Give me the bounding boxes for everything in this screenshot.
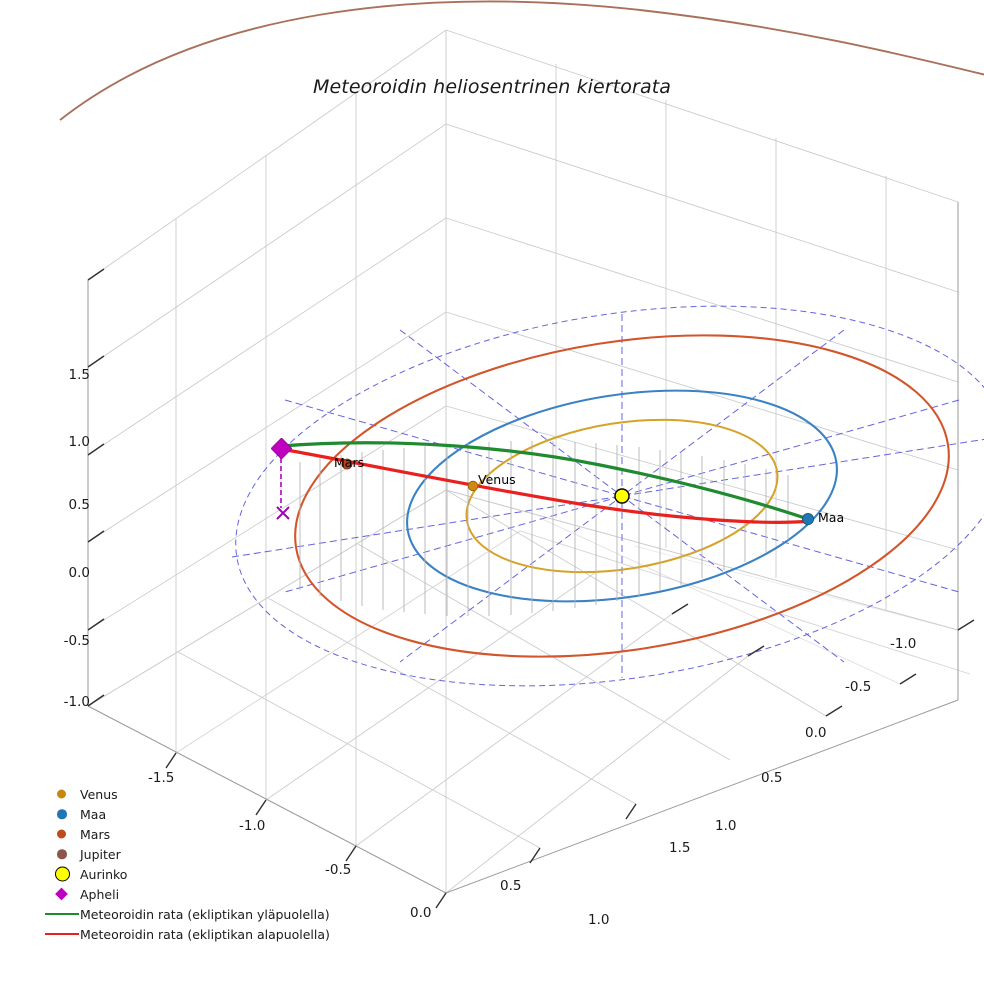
- x-tick-label-4: 0.5: [500, 878, 522, 894]
- y-tick-label-2: 0.0: [805, 725, 827, 741]
- mars-marker: [341, 458, 353, 470]
- mars-orbit: [294, 334, 950, 658]
- earth-label: Maa: [818, 510, 845, 525]
- axes-pane-grid: [87, 29, 971, 894]
- earth-orbit: [406, 389, 838, 603]
- y-tick-label-4: 1.0: [715, 818, 737, 834]
- venus-marker: [467, 480, 479, 492]
- legend-item-mars: Mars: [44, 824, 374, 844]
- orbit-above-line-icon: [44, 904, 80, 924]
- jupiter-orbit: [59, 0, 984, 121]
- legend-item-apheli: Apheli: [44, 884, 374, 904]
- earth-marker: [802, 513, 815, 526]
- aphelion-marker-icon: [44, 884, 80, 904]
- x-tick-label-0: -1.5: [148, 770, 175, 786]
- aphelion-marker: [271, 438, 292, 459]
- jupiter-marker-icon: [44, 844, 80, 864]
- legend-label-apheli: Apheli: [80, 886, 120, 902]
- z-tick-label-3: 0.0: [68, 565, 90, 581]
- y-tick-label-0: -1.0: [890, 636, 917, 652]
- meteoroid-stem-lines: [299, 441, 789, 616]
- legend-label-maa: Maa: [80, 806, 107, 822]
- page-title: Meteoroidin heliosentrinen kiertorata: [313, 76, 671, 98]
- legend-item-maa: Maa: [44, 804, 374, 824]
- legend-label-mars: Mars: [80, 826, 111, 842]
- legend: Venus Maa Mars Jupiter Aurinko: [44, 784, 374, 944]
- legend-label-aurinko: Aurinko: [80, 866, 128, 882]
- legend-label-orbit-above: Meteoroidin rata (ekliptikan yläpuolella…: [80, 906, 330, 922]
- z-tick-label-1: 1.0: [68, 434, 90, 450]
- z-tick-label-2: 0.5: [68, 497, 90, 513]
- axis-tick-marks: [87, 268, 975, 909]
- venus-marker-icon: [44, 784, 80, 804]
- legend-label-jupiter: Jupiter: [80, 846, 121, 862]
- y-tick-label-1: -0.5: [845, 679, 872, 695]
- legend-label-orbit-below: Meteoroidin rata (ekliptikan alapuolella…: [80, 926, 330, 942]
- aphelion-ground-x-marker: [276, 506, 290, 520]
- legend-item-orbit-above: Meteoroidin rata (ekliptikan yläpuolella…: [44, 904, 374, 924]
- orbit-below-line-icon: [44, 924, 80, 944]
- y-tick-label-5: 1.5: [669, 840, 691, 856]
- legend-item-aurinko: Aurinko: [44, 864, 374, 884]
- meteoroid-orbit-below: [279, 447, 812, 524]
- legend-item-orbit-below: Meteoroidin rata (ekliptikan alapuolella…: [44, 924, 374, 944]
- legend-label-venus: Venus: [80, 786, 118, 802]
- x-tick-label-1: -1.0: [239, 818, 266, 834]
- sun-marker-icon: [44, 864, 80, 884]
- venus-orbit: [465, 418, 779, 574]
- venus-label: Venus: [478, 472, 516, 487]
- x-tick-label-5: 1.0: [588, 912, 610, 928]
- legend-item-venus: Venus: [44, 784, 374, 804]
- z-tick-label-5: -1.0: [63, 694, 90, 710]
- z-tick-label-0: 1.5: [68, 367, 90, 383]
- z-tick-label-4: -0.5: [63, 633, 90, 649]
- y-tick-label-3: 0.5: [761, 770, 783, 786]
- mars-label: Mars: [334, 455, 365, 470]
- x-tick-label-2: -0.5: [325, 862, 352, 878]
- x-tick-label-3: 0.0: [410, 905, 432, 921]
- legend-item-jupiter: Jupiter: [44, 844, 374, 864]
- meteoroid-orbit-above: [279, 441, 810, 521]
- earth-marker-icon: [44, 804, 80, 824]
- sun-marker: [614, 488, 630, 504]
- mars-marker-icon: [44, 824, 80, 844]
